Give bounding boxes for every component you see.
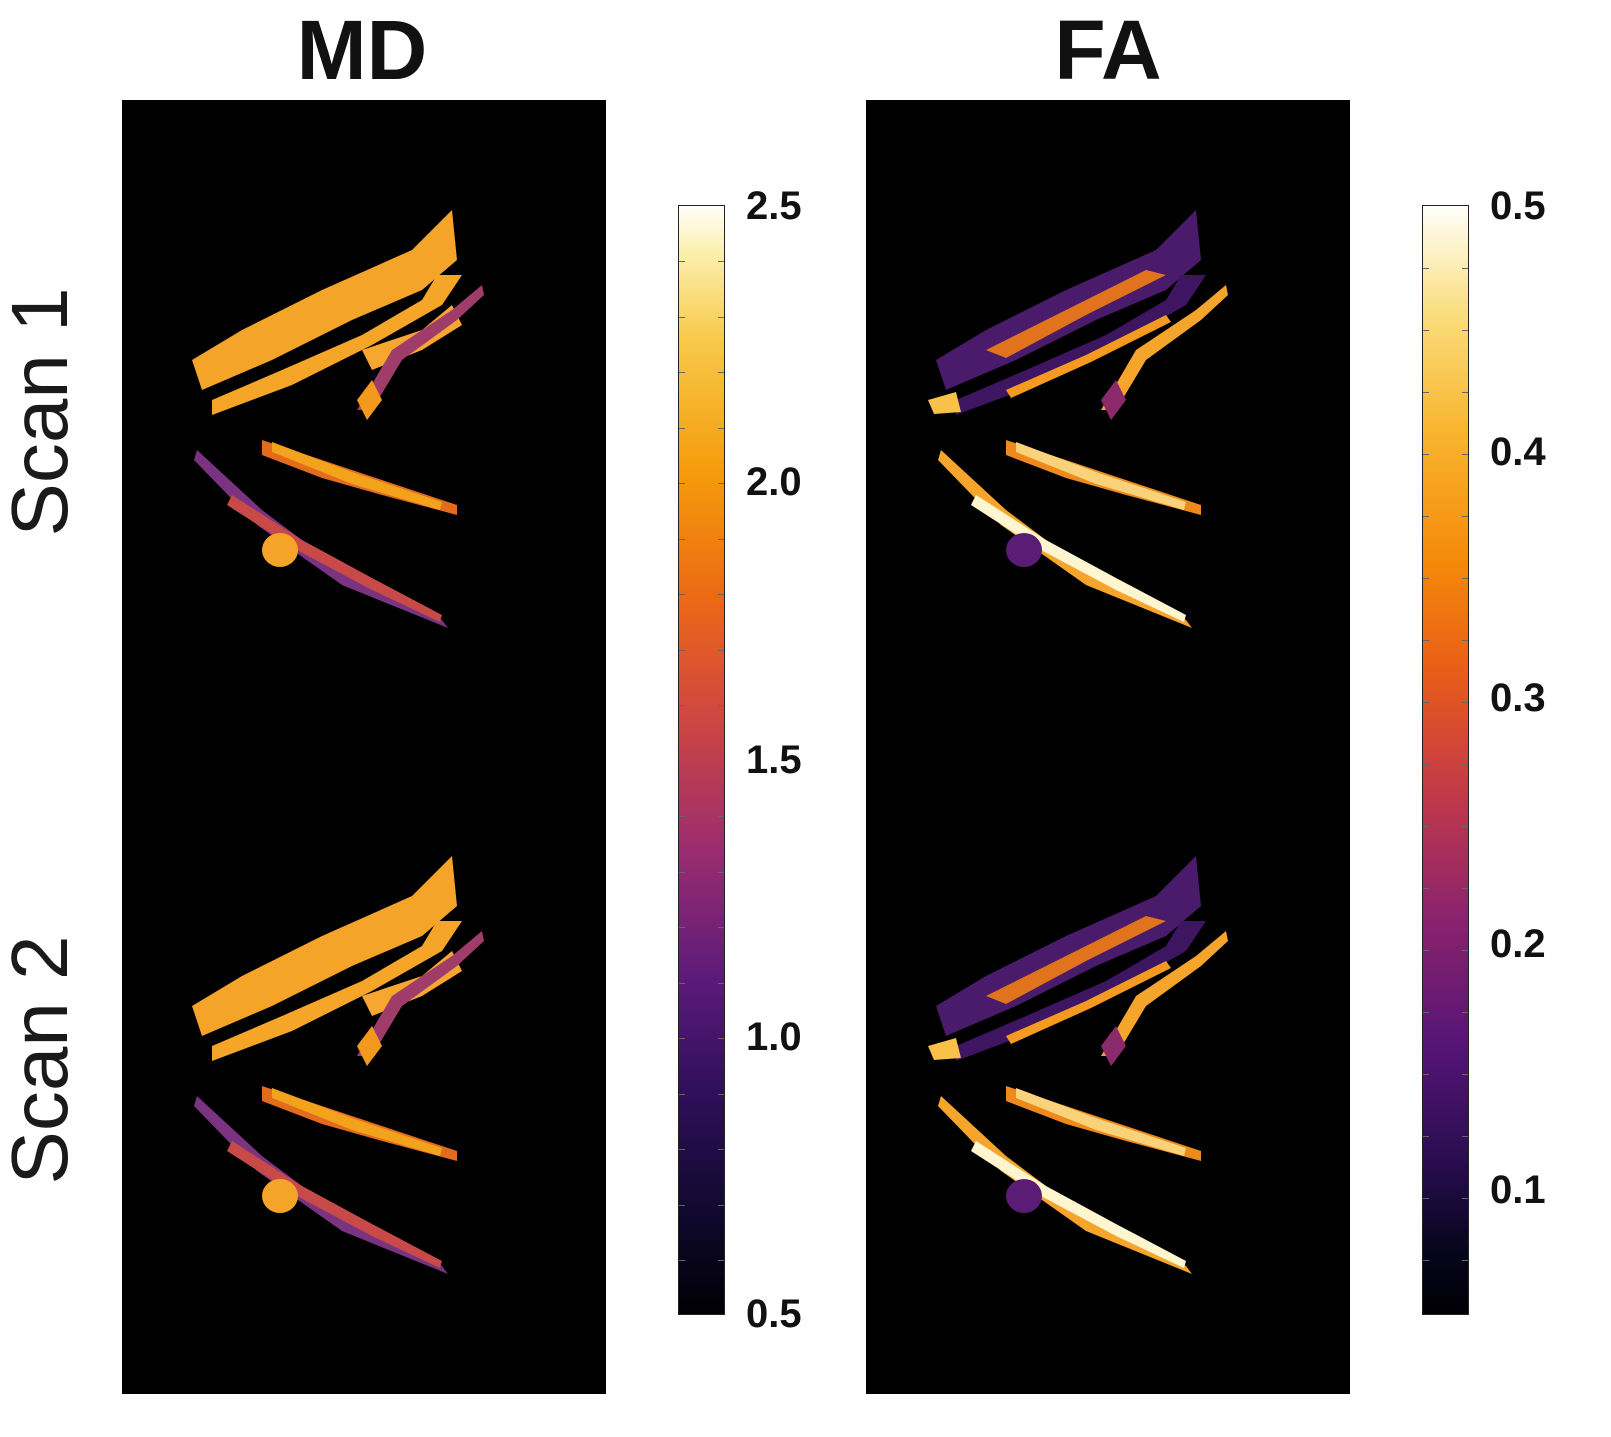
fa-tick-0.5: 0.5 (1490, 184, 1546, 228)
md-tick-1.5: 1.5 (746, 738, 802, 782)
fa-scan1-slice (928, 210, 1228, 628)
fa-tick-0.4: 0.4 (1490, 430, 1546, 474)
fa-scan2-slice (928, 856, 1228, 1274)
md-tick-2.0: 2.0 (746, 460, 802, 504)
fa-image-panel (866, 100, 1350, 1394)
md-image-panel (122, 100, 606, 1394)
md-scan1-slice (192, 210, 484, 628)
fa-tick-0.2: 0.2 (1490, 922, 1546, 966)
fa-tick-0.3: 0.3 (1490, 676, 1546, 720)
md-tick-2.5: 2.5 (746, 184, 802, 228)
md-tick-1.0: 1.0 (746, 1015, 802, 1059)
scan1-label: Scan 1 (0, 287, 84, 537)
scan2-label: Scan 2 (0, 935, 84, 1185)
fa-colorbar (1422, 205, 1469, 1315)
fa-tick-0.1: 0.1 (1490, 1168, 1546, 1212)
md-colorbar (678, 205, 725, 1315)
md-scan2-slice (192, 856, 484, 1274)
fa-title: FA (1054, 3, 1162, 97)
md-tick-0.5: 0.5 (746, 1292, 802, 1336)
md-title: MD (296, 3, 428, 97)
